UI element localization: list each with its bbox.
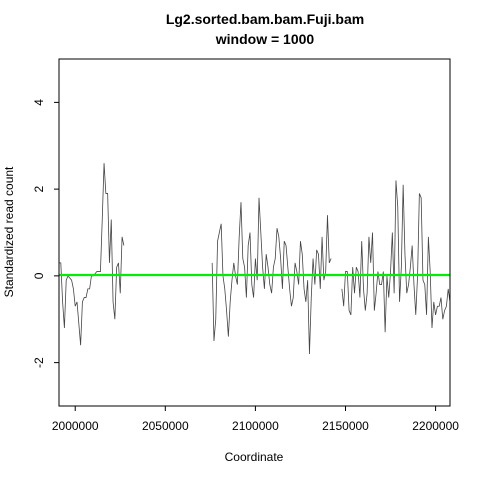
y-tick-label: 0: [32, 272, 46, 279]
series-line-segment: [211, 197, 332, 354]
y-axis: -2 0 2 4: [32, 99, 59, 368]
x-tick-label: 2100000: [232, 419, 279, 433]
y-tick-label: -2: [32, 357, 46, 368]
x-tick-label: 2200000: [412, 419, 459, 433]
chart-title: Lg2.sorted.bam.bam.Fuji.bam: [166, 11, 364, 27]
data-layer: [59, 163, 450, 354]
plot-frame: [58, 58, 451, 407]
y-tick-label: 4: [32, 99, 46, 106]
x-tick-label: 2150000: [322, 419, 369, 433]
x-tick-label: 2050000: [142, 419, 189, 433]
y-tick-label: 2: [32, 185, 46, 192]
series-line-segment: [341, 180, 450, 333]
y-axis-label: Standardized read count: [2, 166, 16, 297]
x-tick-label: 2000000: [52, 419, 99, 433]
series-line-segment: [59, 163, 125, 346]
x-axis-label: Coordinate: [225, 450, 284, 464]
chart-subtitle: window = 1000: [215, 31, 315, 47]
x-axis: 2000000 2050000 2100000 2150000 2200000: [52, 406, 459, 433]
